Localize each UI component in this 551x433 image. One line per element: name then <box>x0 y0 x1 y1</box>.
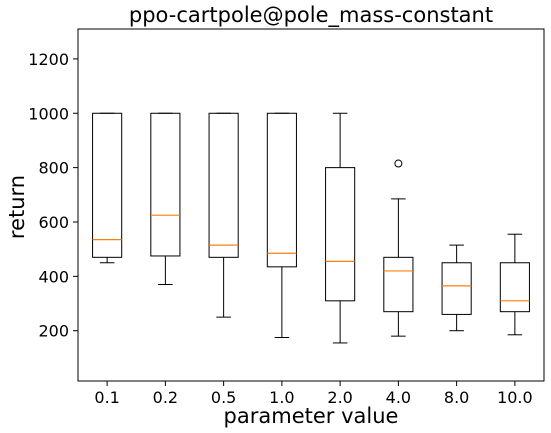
y-tick-label: 800 <box>38 159 69 178</box>
y-tick-label: 1000 <box>28 104 69 123</box>
x-tick-label: 0.5 <box>211 388 236 407</box>
y-axis-label: return <box>5 175 29 239</box>
x-axis-label: parameter value <box>224 404 399 428</box>
x-tick-label: 0.1 <box>94 388 119 407</box>
x-tick-label: 1.0 <box>269 388 294 407</box>
box <box>325 167 356 302</box>
box <box>441 262 472 315</box>
chart-title: ppo-cartpole@pole_mass-constant <box>129 3 493 28</box>
x-tick-label: 4.0 <box>386 388 411 407</box>
y-tick-label: 200 <box>38 322 69 341</box>
box <box>383 256 414 313</box>
y-tick-label: 400 <box>38 267 69 286</box>
y-tick-label: 600 <box>38 213 69 232</box>
x-tick-label: 8.0 <box>444 388 469 407</box>
plot-frame <box>77 28 545 382</box>
x-tick-label: 2.0 <box>327 388 352 407</box>
box <box>266 112 297 268</box>
box <box>150 112 181 257</box>
y-tick-label: 1200 <box>28 50 69 69</box>
x-tick-label: 0.2 <box>153 388 178 407</box>
plot-area: 200 400 600 800 1000 1200 0.1 0.2 0.5 1.0 2.0 4.0 8.… <box>28 28 545 407</box>
box <box>92 112 123 258</box>
outlier-point <box>394 159 403 168</box>
box <box>208 112 239 258</box>
box <box>499 262 530 313</box>
x-tick-label: 10.0 <box>497 388 533 407</box>
